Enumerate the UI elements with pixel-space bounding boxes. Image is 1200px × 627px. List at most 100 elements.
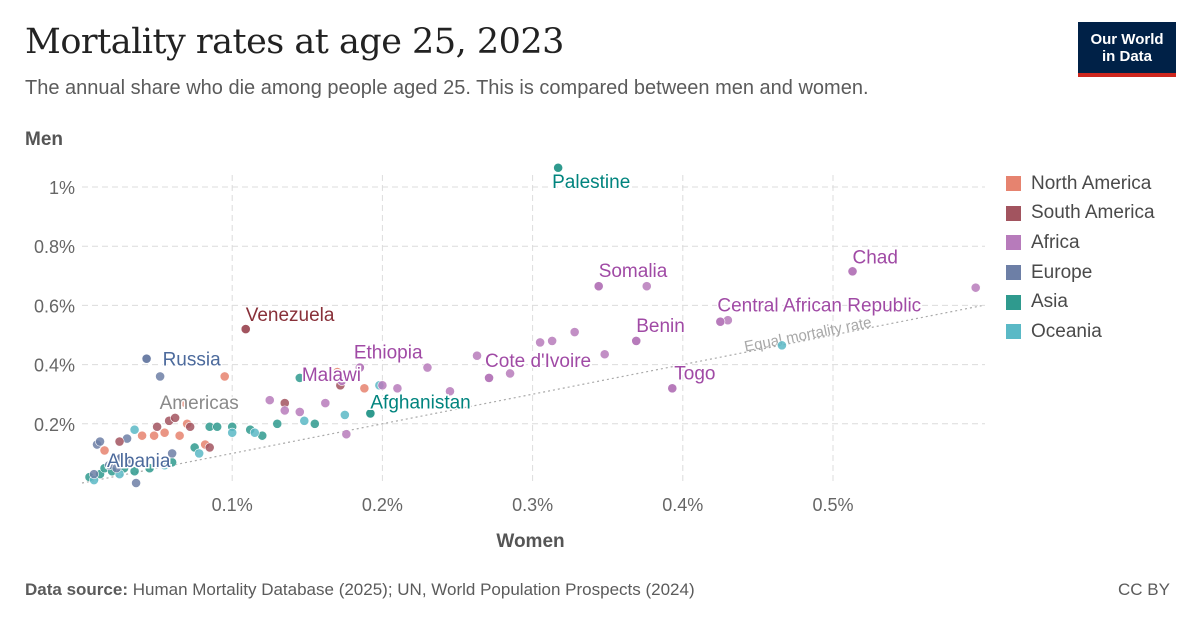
legend-item[interactable]: Asia — [1006, 287, 1155, 317]
data-point[interactable] — [309, 418, 320, 429]
x-tick-label: 0.4% — [662, 495, 703, 515]
legend-label: Oceania — [1031, 320, 1102, 342]
data-point[interactable] — [99, 445, 110, 456]
data-point[interactable] — [392, 383, 403, 394]
legend-label: Africa — [1031, 231, 1080, 253]
data-point[interactable] — [137, 430, 147, 441]
data-point[interactable] — [279, 405, 290, 416]
data-point[interactable] — [194, 448, 205, 459]
data-point[interactable] — [141, 353, 152, 364]
legend-item[interactable]: Oceania — [1006, 317, 1155, 347]
data-point[interactable] — [299, 415, 310, 426]
data-point[interactable] — [641, 281, 652, 292]
legend-swatch — [1006, 205, 1021, 221]
data-point[interactable] — [129, 424, 140, 435]
license[interactable]: CC BY — [1118, 580, 1170, 599]
data-point[interactable] — [445, 386, 455, 397]
legend-label: Asia — [1031, 291, 1068, 313]
data-source-text[interactable]: Human Mortality Database (2025); UN, Wor… — [132, 580, 695, 599]
data-point[interactable] — [970, 282, 981, 293]
legend-label: North America — [1031, 172, 1152, 194]
data-point[interactable] — [320, 398, 331, 408]
data-point[interactable] — [777, 340, 787, 351]
data-point[interactable] — [159, 460, 170, 471]
data-point[interactable] — [114, 436, 125, 447]
data-point[interactable] — [354, 362, 365, 373]
y-tick-label: 0.4% — [34, 356, 75, 376]
point-label: Russia — [163, 350, 222, 371]
legend-item[interactable]: Africa — [1006, 228, 1155, 258]
logo-line-1: Our World — [1090, 31, 1164, 48]
data-point[interactable] — [547, 336, 558, 346]
data-point[interactable] — [294, 373, 305, 383]
data-point[interactable] — [95, 436, 105, 447]
data-point[interactable] — [170, 412, 181, 423]
data-point[interactable] — [535, 337, 546, 348]
point-label: Afghanistan — [370, 392, 470, 413]
data-point[interactable] — [131, 478, 141, 488]
point-label: Ethiopia — [354, 343, 423, 364]
data-point[interactable] — [599, 349, 610, 360]
data-point[interactable] — [505, 368, 515, 379]
data-point[interactable] — [227, 427, 238, 438]
logo-line-2: in Data — [1101, 48, 1152, 65]
point-label: Venezuela — [246, 305, 335, 326]
data-point[interactable] — [377, 380, 388, 391]
data-point[interactable] — [667, 383, 678, 394]
x-axis-label: Women — [496, 531, 564, 552]
data-source-label: Data source: — [25, 580, 128, 599]
data-point[interactable] — [180, 398, 191, 408]
legend-item[interactable]: North America — [1006, 169, 1155, 199]
point-label: Cote d'Ivoire — [485, 351, 591, 372]
data-point[interactable] — [847, 266, 858, 277]
data-point[interactable] — [553, 162, 564, 173]
data-point[interactable] — [272, 418, 283, 429]
data-point[interactable] — [152, 421, 162, 432]
data-point[interactable] — [111, 463, 122, 474]
data-point[interactable] — [149, 430, 159, 441]
data-point[interactable] — [174, 430, 185, 441]
data-point[interactable] — [116, 452, 126, 463]
legend: North America South America Africa Europe As… — [1006, 169, 1155, 347]
data-point[interactable] — [341, 429, 352, 440]
data-point[interactable] — [129, 466, 140, 477]
data-point[interactable] — [240, 324, 251, 334]
data-point[interactable] — [336, 375, 347, 386]
data-point[interactable] — [219, 371, 230, 382]
data-point[interactable] — [204, 442, 215, 453]
data-point[interactable] — [185, 421, 196, 432]
data-point[interactable] — [159, 427, 170, 438]
data-point[interactable] — [294, 407, 305, 417]
y-tick-label: 1% — [49, 178, 75, 198]
data-point[interactable] — [89, 469, 99, 480]
data-point[interactable] — [472, 350, 482, 361]
owid-logo[interactable]: Our World in Data — [1078, 22, 1176, 77]
x-tick-label: 0.3% — [512, 495, 553, 515]
data-point[interactable] — [212, 421, 223, 432]
data-point[interactable] — [264, 395, 275, 406]
data-point[interactable] — [631, 336, 642, 346]
data-point[interactable] — [569, 327, 580, 337]
data-point[interactable] — [365, 408, 376, 419]
legend-label: South America — [1031, 202, 1155, 224]
legend-item[interactable]: South America — [1006, 199, 1155, 229]
data-point[interactable] — [422, 362, 433, 373]
data-point[interactable] — [332, 367, 343, 377]
data-point[interactable] — [715, 316, 726, 327]
data-point[interactable] — [339, 410, 350, 420]
data-point[interactable] — [167, 448, 178, 459]
point-label: Benin — [636, 316, 685, 337]
data-point[interactable] — [484, 373, 494, 383]
data-point[interactable] — [249, 427, 260, 438]
point-label: Palestine — [552, 172, 630, 193]
y-axis-label: Men — [25, 129, 63, 150]
data-point[interactable] — [593, 281, 604, 292]
x-tick-label: 0.1% — [212, 495, 253, 515]
point-label: Chad — [853, 247, 898, 268]
x-tick-label: 0.5% — [812, 495, 853, 515]
data-point[interactable] — [144, 463, 155, 474]
data-point[interactable] — [359, 383, 370, 394]
legend-item[interactable]: Europe — [1006, 258, 1155, 288]
data-point[interactable] — [155, 371, 166, 382]
